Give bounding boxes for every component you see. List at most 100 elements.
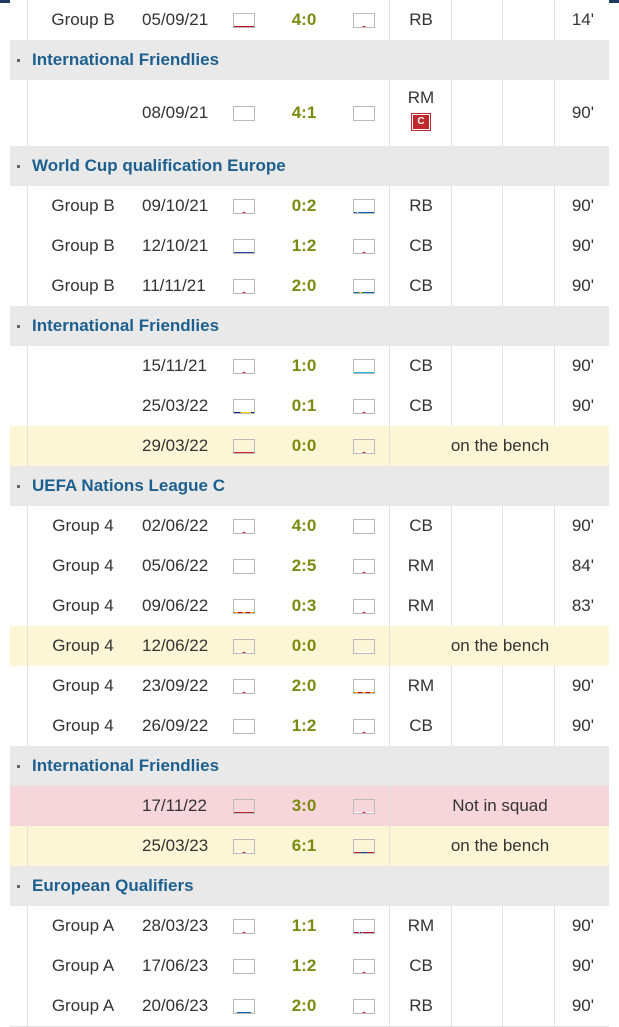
competition-header[interactable]: UEFA Nations League C bbox=[10, 466, 609, 507]
match-score[interactable]: 0:0 bbox=[291, 636, 317, 655]
match-date[interactable]: 12/10/21 bbox=[142, 236, 209, 255]
match-score[interactable]: 0:0 bbox=[291, 436, 317, 455]
match-date[interactable]: 26/09/22 bbox=[142, 716, 209, 735]
home-team-cell bbox=[220, 906, 268, 946]
match-row: Group A 17/06/23 1:2 CB 90' bbox=[10, 946, 609, 987]
match-score[interactable]: 3:0 bbox=[291, 796, 317, 815]
match-date[interactable]: 17/06/23 bbox=[142, 956, 209, 975]
match-date[interactable]: 08/09/21 bbox=[142, 103, 209, 122]
match-score[interactable]: 4:0 bbox=[291, 516, 317, 535]
away-team-cell bbox=[340, 506, 390, 546]
minutes-played: 90' bbox=[571, 996, 594, 1015]
toggle-marker-icon[interactable] bbox=[17, 885, 20, 888]
toggle-marker-icon[interactable] bbox=[17, 165, 20, 168]
minutes-played: 90' bbox=[571, 676, 594, 695]
home-team-cell bbox=[220, 386, 268, 426]
away-team-cell bbox=[340, 826, 390, 866]
match-date[interactable]: 11/11/21 bbox=[142, 276, 206, 295]
bulgaria-flag-icon bbox=[233, 558, 255, 574]
stat-cell bbox=[502, 706, 555, 746]
home-team-cell bbox=[220, 986, 268, 1026]
stat-cell bbox=[451, 0, 503, 40]
home-team-cell bbox=[220, 946, 268, 986]
minutes-cell: 90' bbox=[554, 666, 610, 706]
competition-title[interactable]: International Friendlies bbox=[32, 50, 220, 69]
match-row: Group B 12/10/21 1:2 CB 90' bbox=[10, 226, 609, 267]
match-date[interactable]: 25/03/23 bbox=[142, 836, 209, 855]
match-score[interactable]: 2:0 bbox=[291, 996, 317, 1015]
position-cell: RB bbox=[389, 986, 452, 1026]
home-team-cell bbox=[220, 80, 268, 146]
minutes-played: 90' bbox=[571, 196, 594, 215]
minutes-played: 84' bbox=[571, 556, 594, 575]
stat-cell bbox=[451, 546, 503, 586]
match-date[interactable]: 09/06/22 bbox=[142, 596, 209, 615]
stat-cell bbox=[502, 546, 555, 586]
match-date[interactable]: 09/10/21 bbox=[142, 196, 209, 215]
match-score[interactable]: 1:2 bbox=[291, 716, 317, 735]
toggle-marker-icon[interactable] bbox=[17, 765, 20, 768]
stat-cell bbox=[451, 706, 503, 746]
mongolia-flag-icon bbox=[353, 838, 375, 854]
england-flag-icon bbox=[353, 718, 375, 734]
match-date[interactable]: 20/06/23 bbox=[142, 996, 209, 1015]
match-score[interactable]: 1:2 bbox=[291, 956, 317, 975]
group-cell bbox=[27, 786, 138, 826]
match-score[interactable]: 2:5 bbox=[291, 556, 317, 575]
match-score[interactable]: 4:1 bbox=[291, 103, 317, 122]
match-score[interactable]: 4:0 bbox=[291, 10, 317, 29]
competition-header[interactable]: International Friendlies bbox=[10, 746, 609, 787]
competition-title[interactable]: European Qualifiers bbox=[32, 876, 194, 895]
stat-cell bbox=[502, 506, 555, 546]
albania-flag-icon bbox=[233, 438, 255, 454]
match-date[interactable]: 17/11/22 bbox=[142, 796, 207, 815]
competition-header[interactable]: International Friendlies bbox=[10, 40, 609, 81]
match-date[interactable]: 23/09/22 bbox=[142, 676, 209, 695]
match-date[interactable]: 29/03/22 bbox=[142, 436, 209, 455]
away-team-cell bbox=[340, 786, 390, 826]
away-team-cell bbox=[340, 626, 390, 666]
match-score[interactable]: 2:0 bbox=[291, 276, 317, 295]
competition-title[interactable]: International Friendlies bbox=[32, 756, 220, 775]
match-row: 15/11/21 1:0 CB 90' bbox=[10, 346, 609, 387]
competition-title[interactable]: International Friendlies bbox=[32, 316, 220, 335]
away-team-cell bbox=[340, 0, 390, 40]
match-row: 08/09/21 4:1 RM C 90' bbox=[10, 80, 609, 147]
competition-title[interactable]: UEFA Nations League C bbox=[32, 476, 226, 495]
match-score[interactable]: 0:2 bbox=[291, 196, 317, 215]
toggle-marker-icon[interactable] bbox=[17, 485, 20, 488]
match-date[interactable]: 12/06/22 bbox=[142, 636, 209, 655]
away-team-cell bbox=[340, 666, 390, 706]
away-team-cell bbox=[340, 346, 390, 386]
match-date[interactable]: 15/11/21 bbox=[142, 356, 207, 375]
competition-header[interactable]: European Qualifiers bbox=[10, 866, 609, 907]
toggle-marker-icon[interactable] bbox=[17, 59, 20, 62]
match-score[interactable]: 1:1 bbox=[291, 916, 317, 935]
minutes-cell: 90' bbox=[554, 80, 610, 146]
competition-header[interactable]: World Cup qualification Europe bbox=[10, 146, 609, 187]
stat-cell bbox=[451, 666, 503, 706]
scotland-flag-icon bbox=[233, 998, 255, 1014]
group-cell: Group 4 bbox=[27, 706, 138, 746]
match-score[interactable]: 2:0 bbox=[291, 676, 317, 695]
greece-flag-icon bbox=[353, 198, 375, 214]
match-score[interactable]: 0:1 bbox=[291, 396, 317, 415]
minutes-cell: 14' bbox=[554, 0, 610, 40]
england-flag-icon bbox=[353, 438, 375, 454]
competition-title[interactable]: World Cup qualification Europe bbox=[32, 156, 286, 175]
match-date[interactable]: 25/03/22 bbox=[142, 396, 209, 415]
match-score[interactable]: 1:2 bbox=[291, 236, 317, 255]
match-score[interactable]: 0:3 bbox=[291, 596, 317, 615]
match-score[interactable]: 6:1 bbox=[291, 836, 317, 855]
toggle-marker-icon[interactable] bbox=[17, 325, 20, 328]
match-date[interactable]: 28/03/23 bbox=[142, 916, 209, 935]
match-score[interactable]: 1:0 bbox=[291, 356, 317, 375]
sweden-flag-icon bbox=[353, 278, 375, 294]
position-cell: CB bbox=[389, 386, 452, 426]
match-date[interactable]: 02/06/22 bbox=[142, 516, 209, 535]
match-date[interactable]: 05/09/21 bbox=[142, 10, 209, 29]
match-date[interactable]: 05/06/22 bbox=[142, 556, 209, 575]
competition-header[interactable]: International Friendlies bbox=[10, 306, 609, 347]
minutes-cell: 90' bbox=[554, 706, 610, 746]
group-cell: Group 4 bbox=[27, 626, 138, 666]
